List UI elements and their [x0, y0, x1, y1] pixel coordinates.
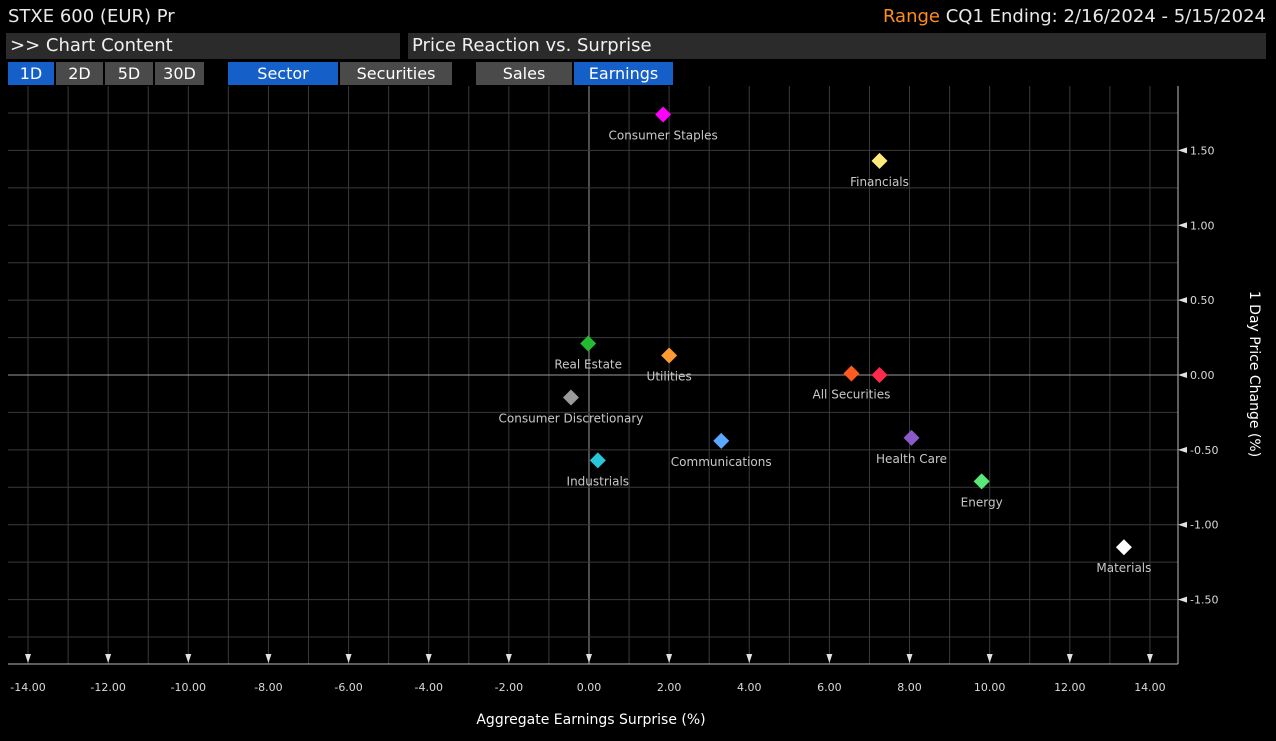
y-tick-marker: [1178, 147, 1187, 154]
y-tick-marker: [1178, 222, 1187, 229]
x-axis-title: Aggregate Earnings Surprise (%): [476, 712, 705, 728]
securities-button[interactable]: Securities: [340, 62, 452, 85]
x-tick-marker: [25, 654, 32, 663]
data-point-label: Health Care: [876, 452, 947, 466]
x-tick-marker: [185, 654, 192, 663]
x-tick-marker: [986, 654, 993, 663]
y-tick-marker: [1178, 372, 1187, 378]
x-tick-label: 14.00: [1134, 681, 1166, 694]
chart-content-menu[interactable]: >> Chart Content: [6, 33, 400, 59]
x-tick-label: -8.00: [254, 681, 282, 694]
data-point: [843, 365, 860, 382]
data-point: [973, 473, 990, 490]
y-tick-label: 1.50: [1190, 144, 1215, 157]
y-tick-marker: [1178, 446, 1187, 453]
x-tick-label: 2.00: [657, 681, 682, 694]
period-2d-button[interactable]: 2D: [56, 62, 103, 85]
x-tick-label: -10.00: [171, 681, 206, 694]
y-tick-label: 1.00: [1190, 219, 1215, 232]
x-tick-marker: [265, 654, 272, 663]
data-point-label: Financials: [850, 175, 909, 189]
x-tick-label: 10.00: [974, 681, 1006, 694]
scatter-chart: -14.00 -12.00 -10.00 -8.00 -6.00 -4.00 -2.00 0.…: [8, 86, 1262, 728]
x-tick-marker: [906, 654, 913, 663]
x-tick-marker: [826, 654, 833, 663]
y-tick-label: 0.50: [1190, 294, 1215, 307]
x-tick-label: 0.00: [577, 681, 602, 694]
x-tick-marker: [425, 654, 432, 663]
data-point: [871, 152, 888, 169]
data-point-label: Consumer Discretionary: [499, 411, 644, 425]
data-point-label: Utilities: [647, 370, 692, 384]
data-point: [713, 432, 730, 449]
x-tick-label: 12.00: [1054, 681, 1086, 694]
x-tick-marker: [1066, 654, 1073, 663]
date-range[interactable]: Range CQ1 Ending: 2/16/2024 - 5/15/2024: [883, 6, 1266, 27]
period-30d-button[interactable]: 30D: [155, 62, 204, 85]
x-tick-label: 6.00: [817, 681, 842, 694]
data-point: [661, 347, 678, 364]
x-tick-marker: [105, 654, 112, 663]
sector-button[interactable]: Sector: [228, 62, 338, 85]
data-point: [871, 367, 888, 383]
range-label: Range: [882, 6, 940, 27]
earnings-button[interactable]: Earnings: [574, 62, 673, 85]
data-point-label: Materials: [1096, 561, 1151, 575]
data-point: [655, 106, 672, 123]
x-tick-marker: [505, 654, 512, 663]
data-point-label: Industrials: [567, 474, 630, 488]
sales-button[interactable]: Sales: [476, 62, 572, 85]
data-point: [562, 389, 579, 406]
x-tick-marker: [345, 654, 352, 663]
data-point-label: Real Estate: [554, 358, 622, 372]
period-5d-button[interactable]: 5D: [105, 62, 153, 85]
x-tick-label: -12.00: [90, 681, 125, 694]
y-tick-label: -1.00: [1190, 519, 1218, 532]
data-point-label: Energy: [961, 495, 1003, 509]
x-tick-marker: [746, 654, 753, 663]
period-1d-button[interactable]: 1D: [8, 62, 54, 85]
y-tick-label: 0.00: [1190, 369, 1215, 382]
x-tick-label: -6.00: [334, 681, 362, 694]
data-point-label: All Securities: [813, 388, 891, 402]
x-tick-marker: [666, 654, 673, 663]
y-tick-marker: [1178, 596, 1187, 603]
x-tick-label: 4.00: [737, 681, 762, 694]
x-tick-marker: [1146, 654, 1153, 663]
y-tick-label: -0.50: [1190, 444, 1218, 457]
x-tick-label: 8.00: [897, 681, 922, 694]
chart-title: Price Reaction vs. Surprise: [412, 35, 652, 56]
y-tick-marker: [1178, 521, 1187, 528]
data-point: [1115, 539, 1132, 556]
chart-title-bar: Price Reaction vs. Surprise: [408, 33, 1266, 59]
chart-content-label: >> Chart Content: [10, 35, 173, 56]
data-point-label: Consumer Staples: [608, 128, 717, 142]
y-tick-marker: [1178, 297, 1187, 304]
ticker-label: STXE 600 (EUR) Pr: [8, 6, 175, 27]
x-tick-marker: [585, 654, 592, 663]
data-point: [903, 429, 920, 446]
y-tick-label: -1.50: [1190, 594, 1218, 607]
data-point: [589, 452, 606, 469]
x-tick-label: -14.00: [10, 681, 45, 694]
x-tick-label: -4.00: [414, 681, 442, 694]
y-axis-title: 1 Day Price Change (%): [1246, 291, 1262, 457]
data-point-label: Communications: [671, 455, 772, 469]
header: STXE 600 (EUR) Pr Range CQ1 Ending: 2/16…: [0, 0, 1276, 32]
range-text: CQ1 Ending: 2/16/2024 - 5/15/2024: [945, 6, 1266, 27]
x-tick-label: -2.00: [495, 681, 523, 694]
data-point: [580, 335, 597, 352]
